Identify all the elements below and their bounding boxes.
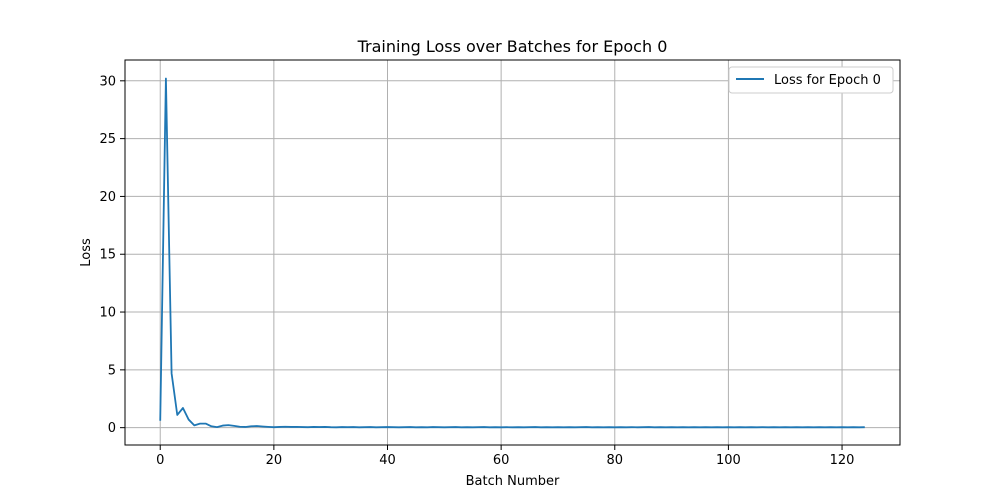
series-layer [159,77,865,429]
x-tick-label-80: 80 [606,453,623,468]
series-line-loss-epoch-0 [159,77,865,429]
y-tick-label-10: 10 [99,306,116,321]
y-tick-label-0: 0 [108,421,116,436]
y-tick-label-20: 20 [99,190,116,205]
ticks-layer: 0 20 40 60 80 100 120 0 5 10 15 20 25 30 [99,74,854,468]
plot-frame [124,59,901,446]
chart-title: Training Loss over Batches for Epoch 0 [357,37,668,56]
legend-label-loss-epoch-0: Loss for Epoch 0 [774,73,881,88]
x-tick-label-0: 0 [156,453,164,468]
x-tick-label-60: 60 [493,453,510,468]
y-tick-label-15: 15 [99,248,116,263]
x-tick-label-100: 100 [716,453,741,468]
x-tick-label-20: 20 [266,453,283,468]
x-tick-label-40: 40 [379,453,396,468]
legend-box [728,66,894,94]
y-axis-label: Loss [79,238,94,267]
x-axis-label: Batch Number [466,474,560,489]
y-tick-label-5: 5 [108,363,116,378]
grid-layer [125,60,900,445]
legend: Loss for Epoch 0 [728,66,894,94]
y-tick-label-25: 25 [99,132,116,147]
x-tick-label-120: 120 [830,453,855,468]
y-tick-label-30: 30 [99,74,116,89]
